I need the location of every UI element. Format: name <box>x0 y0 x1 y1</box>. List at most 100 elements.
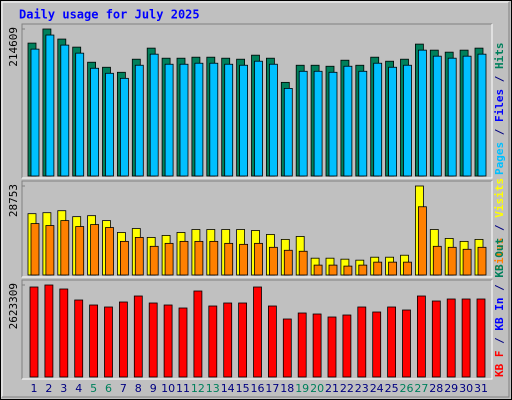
bar <box>328 264 338 276</box>
bar <box>148 302 158 378</box>
bar <box>120 240 129 276</box>
bar <box>90 67 99 177</box>
x-tick-label: 11 <box>176 382 190 395</box>
bar <box>313 70 323 177</box>
x-tick-label: 29 <box>444 382 458 395</box>
bar <box>179 240 189 276</box>
bar <box>209 62 219 177</box>
legend-entry: KB Out <box>493 238 506 278</box>
bevel <box>22 181 493 278</box>
bar <box>104 306 113 378</box>
x-tick-label: 31 <box>474 382 488 395</box>
bar <box>179 63 189 177</box>
bar <box>149 245 159 276</box>
bar <box>134 64 144 177</box>
bar <box>29 286 39 378</box>
bar <box>163 304 173 378</box>
legend-separator: / <box>493 69 506 89</box>
x-tick-label: 24 <box>370 382 384 395</box>
legend-entry: Hits <box>493 43 506 70</box>
legend-separator: / <box>493 122 506 142</box>
bar <box>403 261 412 276</box>
bar <box>30 48 40 177</box>
bar <box>432 245 442 276</box>
x-tick-label: 26 <box>400 382 414 395</box>
x-tick-label: 3 <box>60 382 67 395</box>
x-tick-label: 8 <box>135 382 142 395</box>
x-tick-label: 17 <box>265 382 279 395</box>
legend: Sites / Visits <box>493 178 506 271</box>
x-tick-label: 22 <box>340 382 354 395</box>
bar <box>416 295 426 378</box>
bar <box>358 264 368 276</box>
bevel <box>21 279 492 379</box>
bar <box>224 242 234 276</box>
bar <box>388 66 398 177</box>
bar <box>134 237 144 276</box>
bar <box>253 286 262 378</box>
y-tick-label: 2623309 <box>7 283 20 329</box>
bar <box>208 305 218 378</box>
x-tick-label: 16 <box>251 382 265 395</box>
bar <box>194 62 204 177</box>
x-tick-label: 19 <box>295 382 309 395</box>
bar <box>373 62 383 177</box>
bar <box>462 248 472 276</box>
bar <box>343 265 353 276</box>
x-tick-label: 27 <box>414 382 428 395</box>
bar <box>342 314 352 378</box>
y-tick-label: 214609 <box>7 27 20 67</box>
x-tick-label: 7 <box>120 382 127 395</box>
x-tick-label: 9 <box>150 382 157 395</box>
bar <box>268 63 278 177</box>
y-tick-label: 28753 <box>7 184 20 217</box>
bar <box>59 288 69 378</box>
bar <box>60 220 70 276</box>
legend-entry: KB In <box>493 298 506 331</box>
bar <box>298 70 308 177</box>
bar <box>105 72 114 177</box>
bar <box>209 240 219 276</box>
x-tick-label: 5 <box>90 382 97 395</box>
bar <box>417 49 427 177</box>
legend: Pages / Files / Hits <box>493 43 506 176</box>
bar <box>343 65 353 177</box>
x-tick-label: 1 <box>31 382 38 395</box>
bar <box>282 318 292 378</box>
bar <box>432 55 442 177</box>
bar <box>372 311 382 378</box>
legend-entry: KB F <box>493 351 506 378</box>
bar <box>476 298 486 378</box>
bar <box>239 243 249 276</box>
bar <box>358 70 368 177</box>
bar <box>268 246 278 276</box>
bar <box>431 300 441 378</box>
bar <box>312 313 322 378</box>
bar <box>120 77 129 177</box>
x-tick-label: 12 <box>191 382 205 395</box>
bar <box>357 306 367 378</box>
legend-entry: Sites <box>493 238 506 271</box>
legend: KB F / KB In / KB Out <box>493 238 506 377</box>
bar <box>149 53 159 177</box>
x-tick-label: 10 <box>161 382 175 395</box>
bar <box>328 71 338 177</box>
bar <box>402 309 411 378</box>
x-tick-label: 14 <box>221 382 235 395</box>
bar <box>119 301 128 378</box>
bar <box>283 87 293 177</box>
x-tick-label: 2 <box>45 382 52 395</box>
x-tick-label: 13 <box>206 382 220 395</box>
legend-separator: / <box>493 331 506 351</box>
bar <box>45 225 55 276</box>
bar <box>297 312 307 378</box>
bar <box>388 261 398 276</box>
bar <box>239 64 249 177</box>
bar <box>44 284 54 378</box>
bar <box>477 53 487 177</box>
bar <box>238 302 248 378</box>
x-tick-label: 18 <box>280 382 294 395</box>
